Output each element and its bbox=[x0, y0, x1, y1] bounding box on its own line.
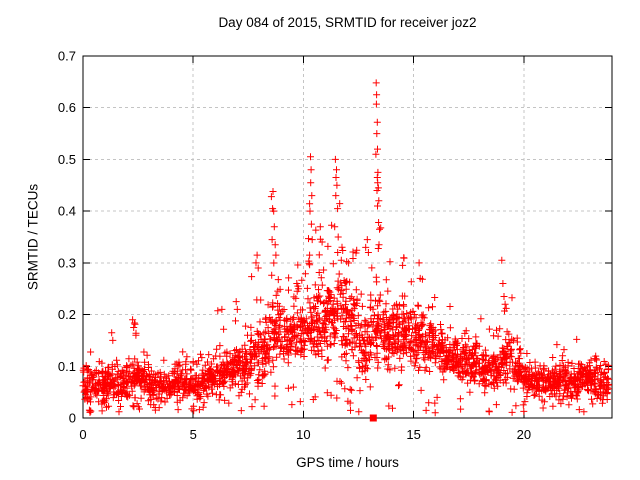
y-tick-label: 0.3 bbox=[58, 255, 76, 270]
plot-border bbox=[82, 55, 613, 419]
x-tick-label: 0 bbox=[79, 427, 86, 442]
axis-ticks bbox=[82, 55, 612, 419]
x-axis-label: GPS time / hours bbox=[296, 455, 399, 470]
data-points bbox=[79, 79, 612, 417]
x-tick-label: 15 bbox=[406, 427, 420, 442]
x-tick-label: 5 bbox=[190, 427, 197, 442]
grid-lines bbox=[83, 56, 612, 418]
y-tick-label: 0.4 bbox=[58, 204, 76, 219]
x-tick-label: 20 bbox=[517, 427, 531, 442]
y-tick-label: 0.7 bbox=[58, 49, 76, 64]
y-tick-label: 0 bbox=[69, 411, 76, 426]
y-tick-label: 0.2 bbox=[58, 307, 76, 322]
y-tick-label: 0.5 bbox=[58, 152, 76, 167]
marker-square bbox=[369, 414, 377, 422]
y-tick-label: 0.1 bbox=[58, 359, 76, 374]
y-tick-label: 0.6 bbox=[58, 100, 76, 115]
plot-title: Day 084 of 2015, SRMTID for receiver joz… bbox=[218, 15, 477, 30]
x-tick-label: 10 bbox=[296, 427, 310, 442]
